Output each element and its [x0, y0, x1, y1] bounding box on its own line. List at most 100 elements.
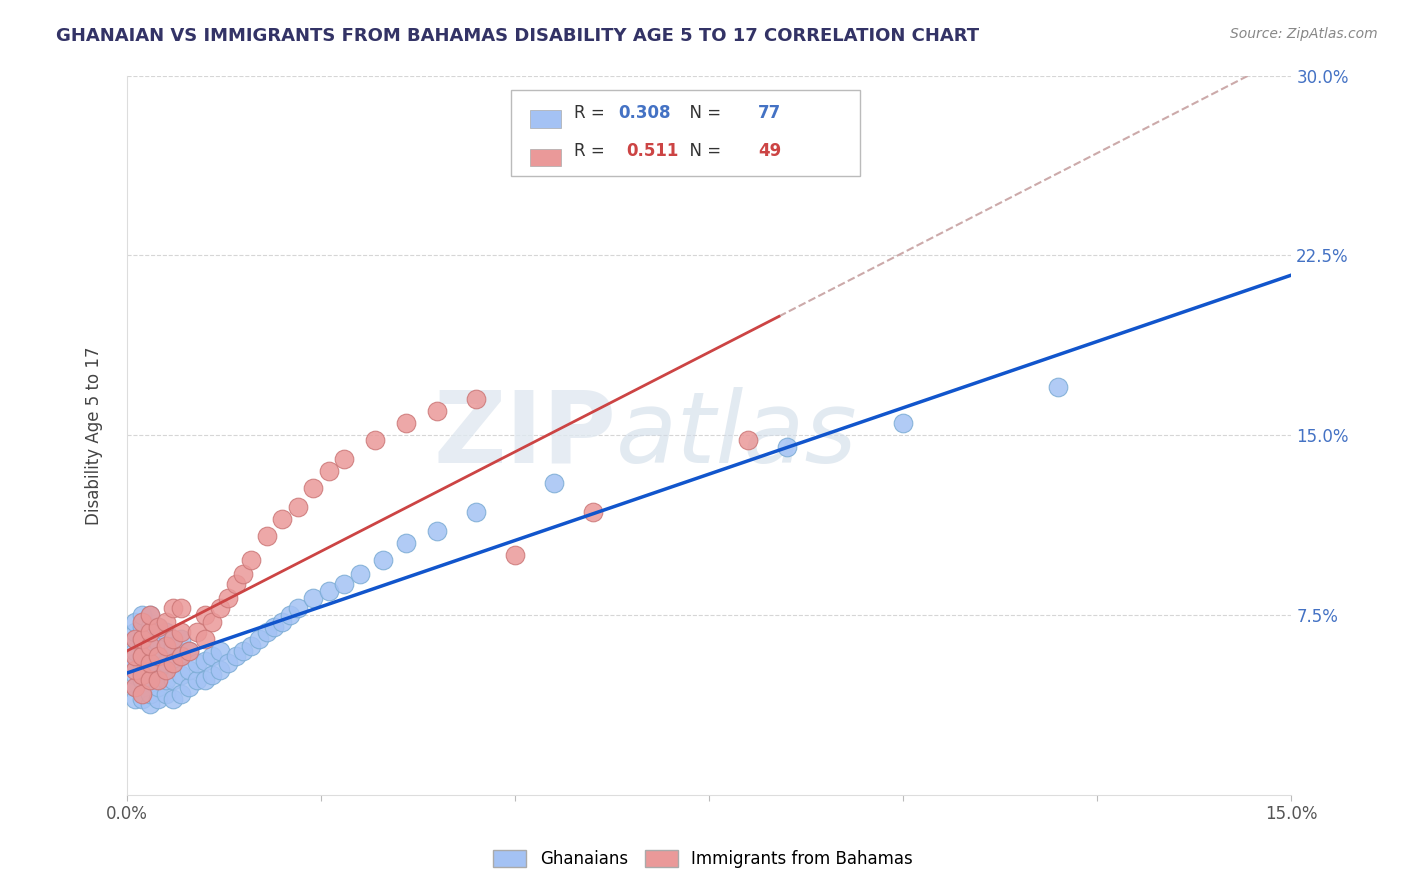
Ghanaians	[131, 648, 153, 663]
Ghanaians	[124, 624, 146, 639]
Immigrants from Bahamas	[177, 644, 200, 658]
Text: R =: R =	[574, 142, 616, 160]
Text: GHANAIAN VS IMMIGRANTS FROM BAHAMAS DISABILITY AGE 5 TO 17 CORRELATION CHART: GHANAIAN VS IMMIGRANTS FROM BAHAMAS DISA…	[56, 27, 980, 45]
Ghanaians	[263, 620, 285, 634]
Ghanaians	[256, 624, 278, 639]
Ghanaians	[170, 687, 193, 701]
Ghanaians	[209, 664, 232, 678]
Immigrants from Bahamas	[131, 648, 153, 663]
Text: 0.308: 0.308	[619, 104, 671, 122]
Immigrants from Bahamas	[155, 664, 177, 678]
Ghanaians	[131, 608, 153, 623]
Immigrants from Bahamas	[146, 673, 169, 687]
Ghanaians	[186, 656, 208, 670]
Immigrants from Bahamas	[155, 640, 177, 654]
Ghanaians	[155, 640, 177, 654]
Immigrants from Bahamas	[395, 417, 418, 431]
Ghanaians	[240, 640, 263, 654]
Ghanaians	[124, 644, 146, 658]
Ghanaians	[891, 417, 914, 431]
Immigrants from Bahamas	[124, 664, 146, 678]
Immigrants from Bahamas	[302, 481, 325, 495]
Immigrants from Bahamas	[124, 632, 146, 647]
Ghanaians	[124, 656, 146, 670]
Text: R =: R =	[574, 104, 610, 122]
Ghanaians	[124, 692, 146, 706]
Immigrants from Bahamas	[131, 615, 153, 630]
Immigrants from Bahamas	[225, 577, 247, 591]
Ghanaians	[131, 632, 153, 647]
Ghanaians	[170, 668, 193, 682]
Immigrants from Bahamas	[139, 624, 162, 639]
Immigrants from Bahamas	[131, 687, 153, 701]
Ghanaians	[131, 673, 153, 687]
Ghanaians	[287, 601, 309, 615]
Ghanaians	[124, 632, 146, 647]
Immigrants from Bahamas	[193, 608, 215, 623]
Immigrants from Bahamas	[232, 567, 254, 582]
Ghanaians	[193, 654, 215, 668]
Ghanaians	[162, 673, 184, 687]
Immigrants from Bahamas	[465, 392, 488, 407]
Ghanaians	[1047, 380, 1070, 394]
Immigrants from Bahamas	[333, 452, 356, 467]
Ghanaians	[271, 615, 294, 630]
Text: atlas: atlas	[616, 387, 858, 483]
Immigrants from Bahamas	[162, 601, 184, 615]
Ghanaians	[146, 692, 169, 706]
Text: Source: ZipAtlas.com: Source: ZipAtlas.com	[1230, 27, 1378, 41]
Immigrants from Bahamas	[146, 648, 169, 663]
Immigrants from Bahamas	[217, 591, 239, 606]
Immigrants from Bahamas	[170, 648, 193, 663]
Ghanaians	[318, 584, 340, 599]
Ghanaians	[193, 673, 215, 687]
Ghanaians	[217, 656, 239, 670]
FancyBboxPatch shape	[530, 149, 561, 166]
Immigrants from Bahamas	[131, 668, 153, 682]
Immigrants from Bahamas	[162, 632, 184, 647]
Immigrants from Bahamas	[240, 553, 263, 567]
Ghanaians	[170, 648, 193, 663]
Ghanaians	[146, 680, 169, 694]
Ghanaians	[131, 692, 153, 706]
Ghanaians	[543, 476, 565, 491]
Ghanaians	[170, 632, 193, 647]
Legend: Ghanaians, Immigrants from Bahamas: Ghanaians, Immigrants from Bahamas	[486, 843, 920, 875]
Ghanaians	[278, 608, 301, 623]
Ghanaians	[139, 673, 162, 687]
Ghanaians	[177, 680, 200, 694]
Ghanaians	[155, 656, 177, 670]
Immigrants from Bahamas	[364, 433, 387, 447]
Ghanaians	[146, 648, 169, 663]
Immigrants from Bahamas	[737, 433, 759, 447]
Immigrants from Bahamas	[186, 624, 208, 639]
Ghanaians	[209, 644, 232, 658]
Ghanaians	[201, 668, 224, 682]
Ghanaians	[139, 697, 162, 711]
Ghanaians	[131, 620, 153, 634]
Immigrants from Bahamas	[124, 648, 146, 663]
Immigrants from Bahamas	[170, 601, 193, 615]
Immigrants from Bahamas	[256, 529, 278, 543]
Ghanaians	[247, 632, 270, 647]
Ghanaians	[162, 640, 184, 654]
Ghanaians	[177, 664, 200, 678]
FancyBboxPatch shape	[512, 90, 860, 177]
Ghanaians	[139, 640, 162, 654]
Immigrants from Bahamas	[426, 404, 449, 418]
Immigrants from Bahamas	[131, 632, 153, 647]
Ghanaians	[201, 648, 224, 663]
Ghanaians	[124, 668, 146, 682]
Ghanaians	[139, 608, 162, 623]
Immigrants from Bahamas	[139, 673, 162, 687]
Ghanaians	[232, 644, 254, 658]
Immigrants from Bahamas	[287, 500, 309, 515]
Ghanaians	[186, 673, 208, 687]
Ghanaians	[155, 673, 177, 687]
Ghanaians	[371, 553, 394, 567]
Ghanaians	[465, 505, 488, 519]
Ghanaians	[139, 630, 162, 644]
Immigrants from Bahamas	[318, 464, 340, 478]
Ghanaians	[139, 664, 162, 678]
Ghanaians	[162, 692, 184, 706]
